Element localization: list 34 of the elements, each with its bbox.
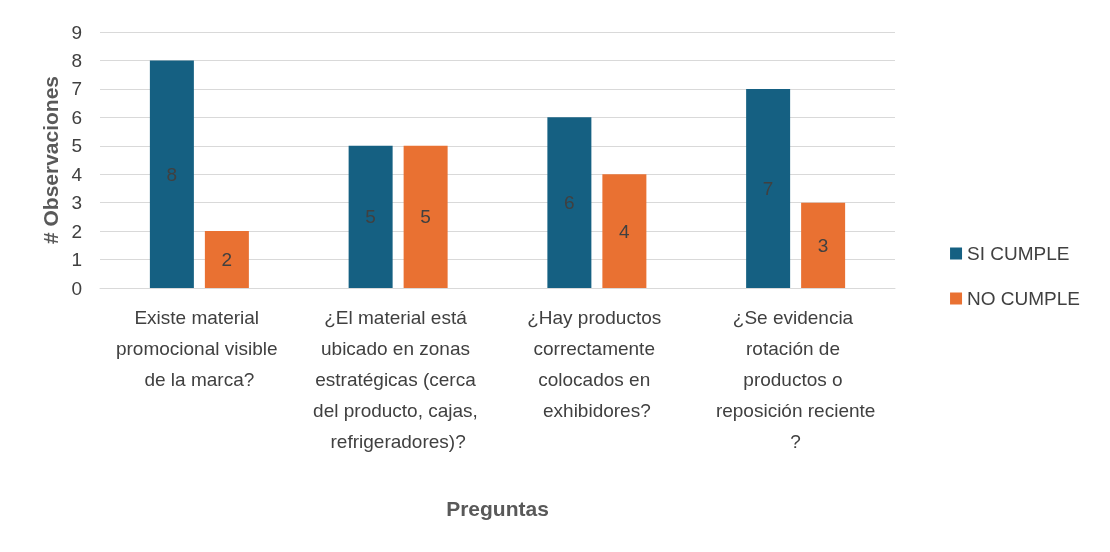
- x-tick-label: ¿Se evidencia rotación de productos o reposición reciente?: [715, 307, 876, 452]
- x-axis-title: Preguntas: [446, 497, 549, 520]
- bar: [403, 145, 448, 288]
- y-tick-label: 7: [71, 78, 82, 100]
- y-tick-label: 1: [71, 249, 82, 271]
- bar: [547, 117, 592, 288]
- y-tick-label: 5: [71, 135, 82, 157]
- data-label: 5: [365, 206, 376, 228]
- legend-label: NO CUMPLE: [967, 288, 1081, 309]
- y-axis-title: # Observaciones: [38, 75, 62, 245]
- bar: [746, 88, 791, 288]
- y-tick-label: 3: [71, 192, 82, 214]
- y-tick-label: 0: [71, 277, 82, 299]
- data-label: 5: [420, 206, 431, 228]
- y-tick-label: 9: [71, 21, 82, 43]
- y-tick-label: 2: [71, 220, 82, 242]
- y-tick-label: 8: [71, 49, 82, 71]
- data-label: 4: [619, 220, 631, 242]
- data-label: 7: [762, 177, 774, 199]
- bar: [801, 202, 846, 288]
- bar: [204, 231, 249, 288]
- x-tick-label: ¿Hay productos correctamente colocados en exhibidores?: [527, 307, 667, 421]
- y-tick-label: 4: [71, 163, 83, 185]
- legend-label: SI CUMPLE: [967, 243, 1070, 264]
- bar: [149, 60, 194, 288]
- data-label: 2: [221, 249, 233, 271]
- bar: [602, 174, 647, 288]
- x-tick-label: ¿El material está ubicado en zonas estratégicas (cerca del producto, cajas, refrigeradores)?: [313, 307, 484, 452]
- y-tick-label: 6: [71, 106, 82, 128]
- bar: [348, 145, 393, 288]
- data-label: 6: [564, 192, 575, 214]
- data-label: 3: [817, 234, 829, 256]
- data-label: 8: [166, 163, 178, 185]
- x-tick-label: Existe material promocional visible de la marca?: [115, 307, 283, 390]
